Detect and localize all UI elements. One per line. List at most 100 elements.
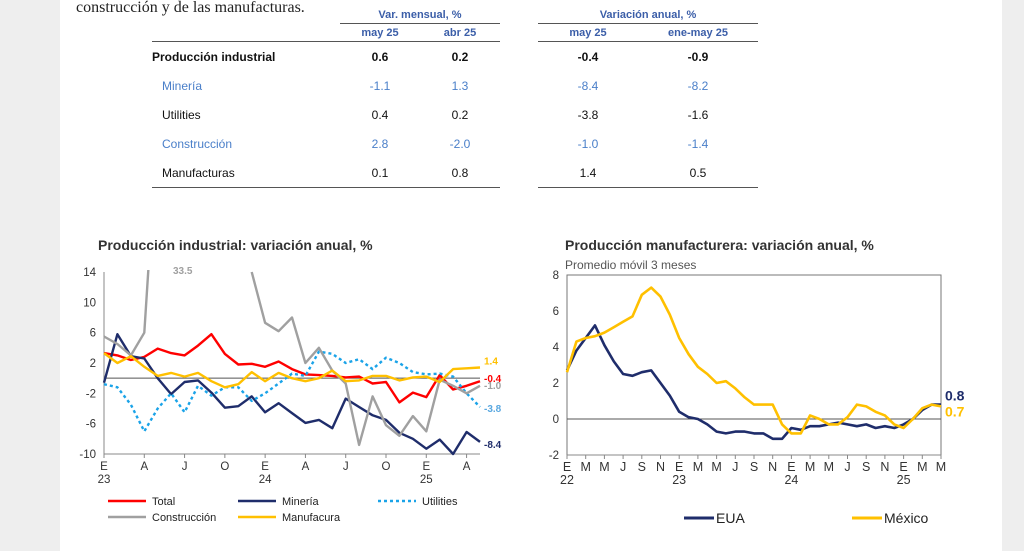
end-value-label: -8.4: [484, 440, 502, 451]
x-year-label: 24: [259, 474, 272, 486]
x-tick-label: E: [261, 461, 269, 473]
indicators-table: Var. mensual, % Variación anual, % may 2…: [152, 7, 758, 188]
document-page: construcción y de las manufacturas. Var.…: [60, 0, 1002, 551]
x-tick-label: M: [936, 460, 946, 474]
x-tick-label: S: [750, 460, 758, 474]
column-header: may 25: [340, 23, 420, 42]
y-tick-label: 2: [553, 378, 559, 390]
x-year-label: 25: [420, 474, 433, 486]
y-tick-label: 4: [553, 342, 560, 354]
x-tick-label: N: [656, 460, 665, 474]
table-cell: 2.8: [371, 136, 389, 151]
table-header-row: may 25 abr 25 may 25 ene-may 25: [152, 23, 758, 42]
x-tick-label: A: [302, 461, 310, 473]
end-value-label: -3.8: [484, 404, 502, 415]
x-year-label: 22: [560, 473, 574, 487]
row-label: Producción industrial: [152, 49, 276, 64]
table-cell: -0.9: [687, 49, 709, 64]
x-year-label: 25: [897, 473, 911, 487]
series-line-eua: [565, 324, 941, 441]
x-tick-label: S: [638, 460, 646, 474]
table-cell: -2.0: [449, 136, 471, 151]
peak-value-label: 33.5: [173, 266, 193, 277]
table-row: Manufacturas 0.1 0.8 1.4 0.5: [152, 158, 758, 188]
group-header-monthly: Var. mensual, %: [378, 9, 462, 21]
x-tick-label: J: [844, 460, 850, 474]
x-tick-label: N: [880, 460, 889, 474]
legend-label: Construcción: [152, 512, 216, 524]
x-tick-label: J: [620, 460, 626, 474]
x-tick-label: E: [675, 460, 683, 474]
x-year-label: 23: [672, 473, 686, 487]
legend-label: EUA: [716, 510, 745, 526]
x-tick-label: A: [140, 461, 148, 473]
table-cell: -1.0: [577, 136, 599, 151]
series-line-total: [103, 333, 481, 404]
table-cell: 0.2: [451, 49, 469, 64]
table-cell: 0.6: [371, 49, 389, 64]
intro-text: construcción y de las manufacturas.: [76, 0, 305, 16]
end-value-label: 0.8: [945, 388, 965, 404]
x-tick-label: S: [862, 460, 870, 474]
y-tick-label: -10: [79, 449, 96, 461]
table-cell: 1.4: [538, 158, 638, 188]
x-tick-label: O: [220, 461, 229, 473]
table-row: Minería -1.1 1.3 -8.4 -8.2: [152, 71, 758, 100]
y-tick-label: 8: [553, 270, 559, 282]
legend-label: Minería: [282, 496, 320, 508]
x-tick-label: M: [917, 460, 927, 474]
chart1-title: Producción industrial: variación anual, …: [98, 237, 373, 253]
end-value-label: 0.7: [945, 403, 965, 419]
y-tick-label: -2: [86, 388, 96, 400]
x-tick-label: O: [382, 461, 391, 473]
series-line-manufacura: [103, 352, 481, 389]
table-cell: 0.5: [638, 158, 758, 188]
legend-label: Manufacura: [282, 512, 341, 524]
group-header-annual: Variación anual, %: [599, 9, 697, 21]
series-line-minería: [102, 333, 481, 456]
table-cell: -3.8: [577, 107, 599, 122]
y-tick-label: -6: [86, 419, 96, 431]
x-year-label: 23: [98, 474, 111, 486]
x-tick-label: A: [463, 461, 471, 473]
table-cell: -8.2: [687, 78, 709, 93]
x-tick-label: M: [580, 460, 590, 474]
end-value-label: -0.4: [484, 374, 502, 385]
table-cell: 0.4: [371, 107, 389, 122]
table-cell: -1.4: [687, 136, 709, 151]
x-tick-label: J: [732, 460, 738, 474]
table-cell: 0.2: [451, 107, 469, 122]
row-label: Utilities: [162, 107, 201, 122]
table-cell: -1.1: [369, 78, 391, 93]
chart2-subtitle: Promedio móvil 3 meses: [565, 258, 697, 272]
table-row: Utilities 0.4 0.2 -3.8 -1.6: [152, 100, 758, 129]
x-tick-label: E: [100, 461, 108, 473]
table-cell: -0.4: [577, 49, 599, 64]
y-tick-label: 6: [90, 328, 96, 340]
table-row: Construcción 2.8 -2.0 -1.0 -1.4: [152, 129, 758, 158]
legend-label: México: [884, 510, 929, 526]
x-tick-label: E: [563, 460, 571, 474]
row-label: Minería: [162, 78, 203, 93]
table-row: Producción industrial 0.6 0.2 -0.4 -0.9: [152, 42, 758, 72]
y-tick-label: 2: [90, 358, 96, 370]
x-tick-label: M: [693, 460, 703, 474]
table-cell: -1.6: [687, 107, 709, 122]
x-tick-label: J: [182, 461, 188, 473]
table-cell: 1.3: [451, 78, 469, 93]
y-tick-label: 6: [553, 306, 559, 318]
x-year-label: 24: [784, 473, 798, 487]
legend-label: Utilities: [422, 496, 458, 508]
table-cell: 0.8: [420, 158, 500, 188]
row-label: Construcción: [162, 136, 233, 151]
table-group-header: Var. mensual, % Variación anual, %: [152, 7, 758, 24]
row-label: Manufacturas: [152, 158, 340, 188]
column-header: ene-may 25: [638, 23, 758, 42]
x-tick-label: N: [768, 460, 777, 474]
y-tick-label: 0: [553, 414, 559, 426]
legend-label: Total: [152, 496, 175, 508]
plot-area-frame: [566, 274, 942, 456]
y-tick-label: 14: [83, 267, 96, 279]
